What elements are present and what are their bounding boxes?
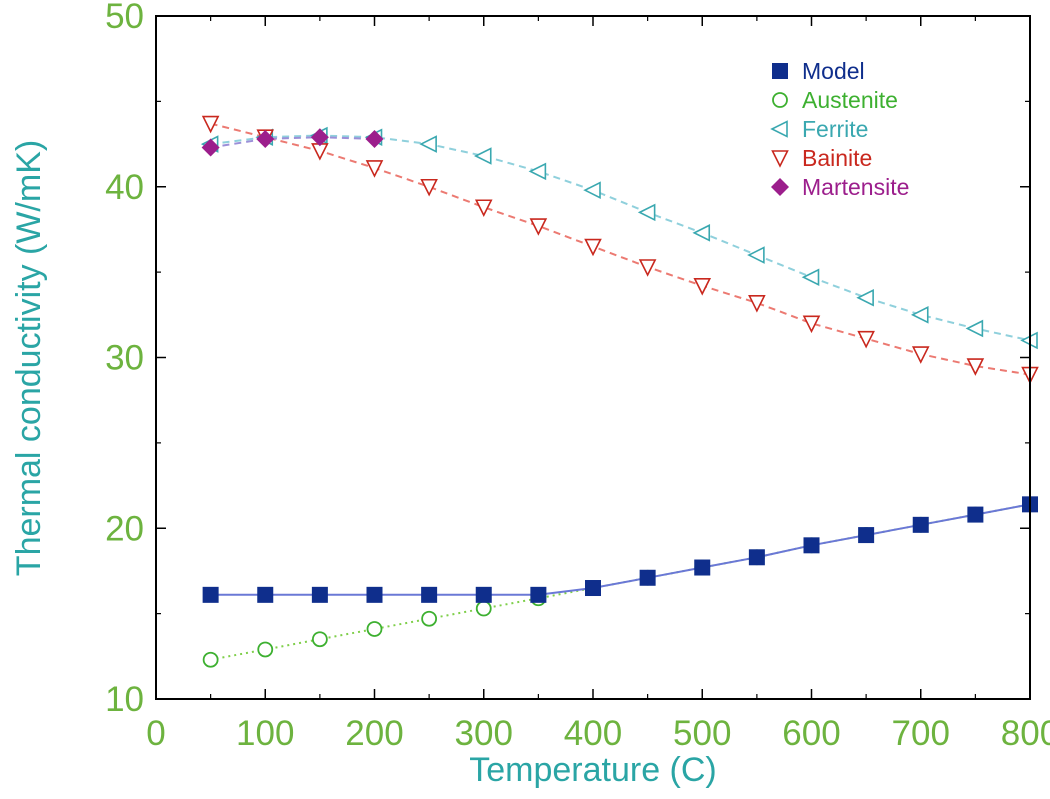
data-point-model [967, 506, 984, 523]
data-point-model [475, 586, 492, 603]
series-markers [200, 115, 1039, 668]
legend-item-martensite: Martensite [771, 174, 909, 200]
legend-label-ferrite: Ferrite [802, 116, 868, 142]
series-points-bainite [201, 115, 1039, 385]
y-tick-label: 40 [105, 168, 144, 207]
y-tick-label: 30 [105, 339, 144, 378]
data-point-ferrite [856, 288, 874, 307]
data-point-bainite [474, 199, 493, 218]
legend-item-bainite: Bainite [771, 145, 872, 171]
legend: Model Austenite Ferrite Bainite Martensite [770, 58, 909, 200]
data-point-bainite [201, 115, 220, 134]
axis-ticks [155, 15, 1031, 700]
data-point-model [694, 559, 711, 576]
series-points-ferrite [200, 126, 1038, 350]
data-point-model [639, 569, 656, 586]
y-axis-tick-labels: 10 20 30 40 50 [105, 0, 144, 719]
data-point-model [366, 586, 383, 603]
data-point-bainite [693, 277, 712, 296]
data-point-model [912, 516, 929, 533]
legend-label-model: Model [802, 58, 865, 84]
x-tick-label: 600 [782, 714, 840, 753]
legend-label-bainite: Bainite [802, 145, 872, 171]
y-tick-label: 10 [105, 680, 144, 719]
data-point-model [311, 586, 328, 603]
y-axis-title: Thermal conductivity (W/mK) [10, 140, 48, 576]
data-point-model [585, 580, 601, 597]
data-point-ferrite [419, 135, 437, 153]
data-point-bainite [638, 259, 657, 277]
x-axis-title: Temperature (C) [469, 751, 717, 789]
x-tick-label: 300 [455, 714, 513, 753]
x-tick-label: 200 [345, 714, 403, 753]
legend-item-ferrite: Ferrite [770, 116, 868, 142]
series-points-model [202, 496, 1038, 603]
legend-item-austenite: Austenite [772, 87, 898, 113]
legend-label-austenite: Austenite [802, 87, 898, 113]
data-point-bainite [748, 295, 766, 313]
data-point-model [421, 586, 438, 603]
data-point-ferrite [910, 306, 929, 324]
x-tick-label: 700 [892, 714, 950, 753]
series-line-bainite [210, 122, 1031, 376]
data-point-model [530, 586, 547, 603]
data-point-model [858, 527, 875, 544]
data-point-martensite [310, 128, 329, 147]
x-tick-label: 100 [236, 714, 294, 753]
y-tick-label: 50 [105, 0, 144, 36]
legend-marker-ferrite [770, 120, 788, 138]
series-lines [210, 122, 1031, 661]
data-point-bainite [911, 346, 930, 364]
data-point-bainite [802, 315, 821, 334]
series-line-model [210, 503, 1031, 596]
data-point-bainite [584, 238, 602, 257]
data-point-ferrite [583, 181, 601, 199]
data-point-austenite [257, 641, 274, 658]
x-tick-label: 500 [673, 714, 731, 753]
legend-label-martensite: Martensite [802, 174, 909, 200]
legend-marker-austenite [772, 92, 788, 108]
legend-item-model: Model [772, 58, 865, 84]
legend-marker-bainite [771, 150, 789, 168]
data-point-ferrite [473, 147, 492, 165]
data-point-austenite [475, 600, 492, 617]
legend-marker-model [772, 63, 788, 79]
data-point-martensite [256, 129, 275, 148]
plot-frame [155, 15, 1031, 700]
data-point-ferrite [965, 319, 984, 338]
data-point-martensite [365, 129, 384, 148]
data-point-model [202, 586, 219, 603]
data-point-ferrite [692, 224, 711, 242]
y-tick-label: 20 [105, 509, 144, 548]
series-line-martensite [210, 136, 375, 149]
x-tick-label: 800 [1001, 714, 1050, 753]
data-point-ferrite [528, 162, 547, 181]
data-point-ferrite [747, 246, 765, 264]
legend-marker-martensite [771, 178, 789, 196]
data-point-bainite [966, 358, 985, 376]
series-line-austenite [210, 503, 1031, 661]
data-point-austenite [366, 621, 383, 637]
data-point-bainite [365, 160, 384, 178]
x-tick-label: 400 [564, 714, 622, 753]
data-point-ferrite [801, 268, 820, 287]
data-point-austenite [311, 631, 328, 648]
data-point-model [748, 549, 765, 566]
data-point-model [803, 537, 820, 554]
data-point-austenite [202, 651, 219, 668]
x-axis-tick-labels: 0 100 200 300 400 500 600 700 800 [146, 714, 1050, 753]
series-line-ferrite [210, 134, 1031, 342]
data-point-bainite [857, 330, 875, 349]
x-tick-label: 0 [146, 714, 165, 753]
data-point-martensite [201, 138, 220, 157]
data-point-austenite [421, 610, 438, 627]
data-point-ferrite [637, 203, 656, 222]
data-point-bainite [420, 178, 438, 197]
data-point-bainite [529, 218, 548, 236]
series-points-martensite [201, 128, 384, 157]
data-point-model [257, 586, 274, 603]
